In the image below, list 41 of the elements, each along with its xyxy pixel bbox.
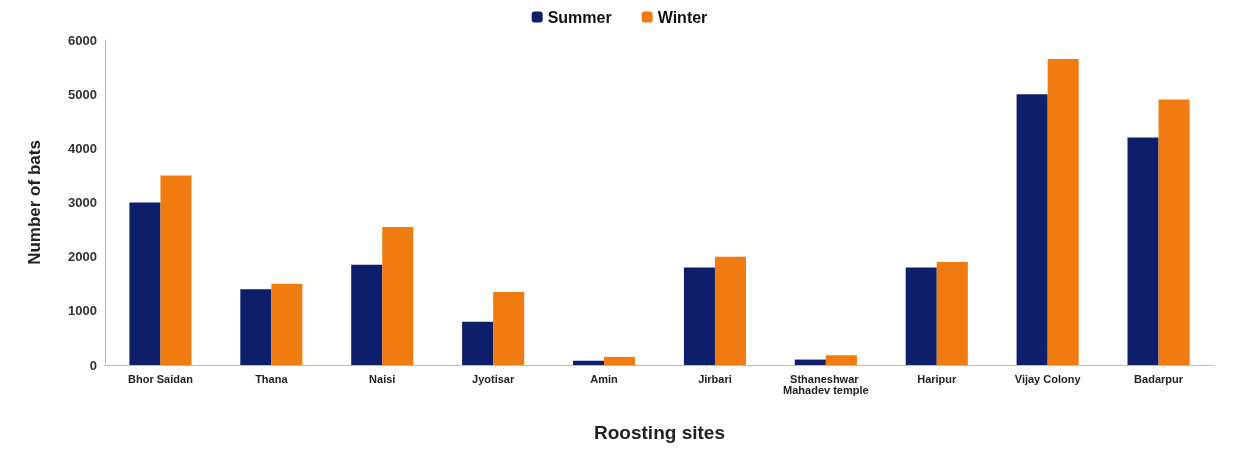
bar: [1127, 137, 1159, 365]
y-tick-label: 3000: [68, 195, 97, 210]
bar: [351, 264, 383, 365]
y-tick-label: 1000: [68, 303, 97, 319]
x-tick-label: Thana: [255, 372, 289, 385]
bar: [462, 321, 494, 365]
bar: [1016, 94, 1048, 365]
y-tick-label: 2000: [68, 249, 97, 265]
bar: [382, 226, 414, 365]
bar: [1047, 58, 1079, 365]
legend-label: Summer: [547, 8, 612, 26]
x-tick-label: Vijay Colony: [1014, 372, 1082, 385]
bar: [160, 175, 192, 365]
legend-label: Winter: [657, 8, 708, 26]
bar: [714, 256, 746, 365]
y-axis-title: Number of bats: [25, 140, 44, 265]
bar: [683, 267, 715, 365]
x-tick-label: Bhor Saidan: [128, 372, 194, 385]
bar: [936, 262, 968, 365]
bar: [129, 202, 161, 365]
bar: [604, 356, 636, 365]
x-tick-label: Haripur: [917, 372, 958, 385]
bar: [794, 359, 826, 365]
y-tick-label: 4000: [68, 140, 97, 156]
y-tick-label: 5000: [68, 86, 97, 102]
bar: [493, 291, 525, 365]
bar: [1158, 99, 1190, 365]
x-axis-title: Roosting sites: [594, 422, 725, 443]
bar: [573, 360, 605, 365]
x-tick-label: Naisi: [369, 372, 396, 385]
bar: [905, 267, 937, 365]
bar: [271, 283, 303, 365]
bar: [240, 289, 272, 365]
x-tick-label: Jirbari: [698, 372, 732, 385]
x-tick-label: Amin: [590, 372, 619, 385]
x-tick-label: Jyotisar: [472, 372, 515, 385]
y-tick-label: 6000: [68, 32, 97, 48]
y-tick-label: 0: [89, 357, 97, 373]
x-tick-label: Sthaneshwar Mahadev temple: [783, 372, 869, 396]
x-tick-label: Badarpur: [1134, 372, 1184, 385]
bar: [825, 355, 857, 365]
